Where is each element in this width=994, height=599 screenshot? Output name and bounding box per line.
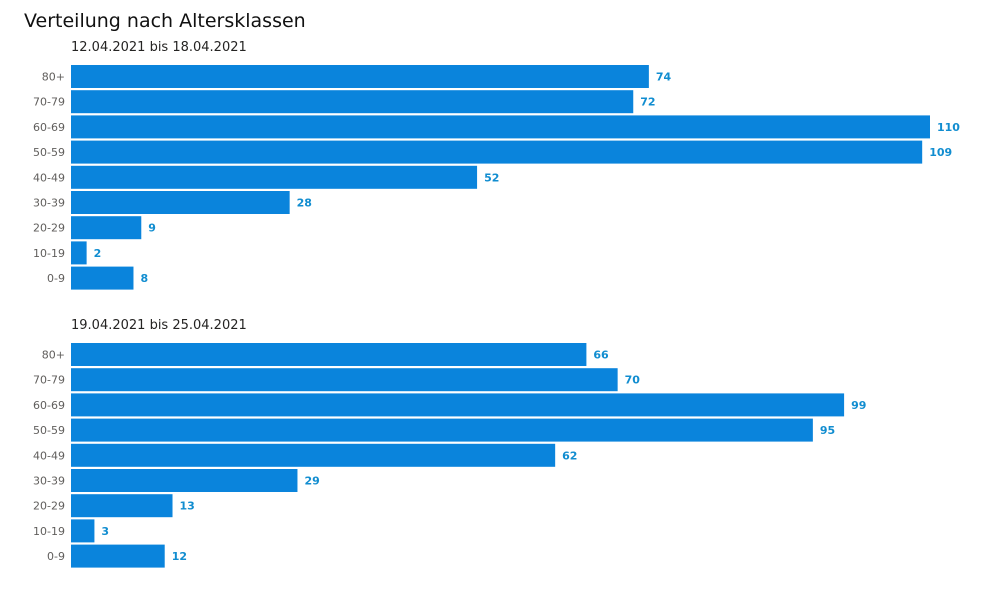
data-label: 62 <box>562 449 577 462</box>
category-label: 0-9 <box>47 272 65 285</box>
bar[interactable] <box>71 544 165 568</box>
bar[interactable] <box>71 368 618 392</box>
category-label: 20-29 <box>33 500 65 513</box>
category-label: 20-29 <box>33 222 65 235</box>
category-label: 50-59 <box>33 424 65 437</box>
bar[interactable] <box>71 343 587 366</box>
data-label: 70 <box>625 374 641 387</box>
category-label: 10-19 <box>33 247 65 260</box>
chart-title: Verteilung nach Altersklassen <box>24 10 306 32</box>
category-label: 50-59 <box>33 146 65 159</box>
data-label: 8 <box>140 272 148 285</box>
bar[interactable] <box>71 519 95 543</box>
data-label: 72 <box>640 96 655 109</box>
category-label: 40-49 <box>33 171 65 184</box>
bar[interactable] <box>71 140 923 164</box>
data-label: 9 <box>148 222 156 235</box>
data-label: 95 <box>820 424 835 437</box>
bar[interactable] <box>71 65 649 88</box>
data-label: 3 <box>101 525 109 538</box>
bar[interactable] <box>71 90 634 114</box>
period-label: 19.04.2021 bis 25.04.2021 <box>71 318 247 333</box>
data-label: 110 <box>937 121 960 134</box>
category-label: 60-69 <box>33 399 65 412</box>
category-label: 30-39 <box>33 475 65 488</box>
bar[interactable] <box>71 418 813 442</box>
bar[interactable] <box>71 494 173 518</box>
bar-chart-week-2: 19.04.2021 bis 25.04.2021 80+ 66 70-79 70 60-… <box>33 318 866 568</box>
data-label: 13 <box>180 500 195 513</box>
data-label: 66 <box>593 349 609 362</box>
category-label: 60-69 <box>33 121 65 134</box>
data-label: 99 <box>851 399 866 412</box>
data-label: 12 <box>172 550 187 563</box>
bar-chart-week-1: 12.04.2021 bis 18.04.2021 80+ 74 70-79 72 60-… <box>33 40 960 290</box>
category-label: 80+ <box>42 71 65 84</box>
bar[interactable] <box>71 443 556 467</box>
category-label: 80+ <box>42 349 65 362</box>
bar[interactable] <box>71 393 845 417</box>
bar[interactable] <box>71 216 142 240</box>
bar[interactable] <box>71 266 134 290</box>
bar[interactable] <box>71 469 298 492</box>
data-label: 109 <box>929 146 952 159</box>
category-label: 0-9 <box>47 550 65 563</box>
category-label: 40-49 <box>33 449 65 462</box>
data-label: 2 <box>94 247 102 260</box>
bar[interactable] <box>71 191 290 214</box>
bar[interactable] <box>71 115 930 139</box>
category-label: 10-19 <box>33 525 65 538</box>
bar[interactable] <box>71 241 87 265</box>
data-label: 74 <box>656 71 672 84</box>
category-label: 70-79 <box>33 96 65 109</box>
category-label: 70-79 <box>33 374 65 387</box>
bar[interactable] <box>71 165 478 189</box>
data-label: 52 <box>484 171 499 184</box>
period-label: 12.04.2021 bis 18.04.2021 <box>71 40 247 55</box>
category-label: 30-39 <box>33 197 65 210</box>
data-label: 28 <box>297 197 312 210</box>
data-label: 29 <box>304 475 319 488</box>
